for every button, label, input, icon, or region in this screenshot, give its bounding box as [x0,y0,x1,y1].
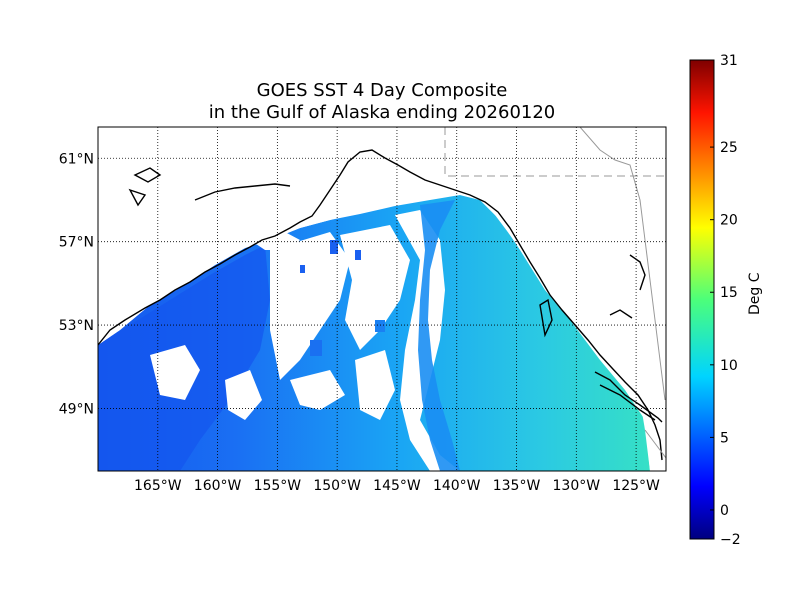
map-title-line2: in the Gulf of Alaska ending 20260120 [208,102,556,123]
lon-axis: 165°W 160°W 155°W 150°W 145°W 140°W 135°W 130°W… [134,478,660,494]
lon-tick-label: 150°W [313,478,361,494]
lon-tick-label: 130°W [553,478,601,494]
colorbar-label: Deg C [747,272,763,315]
colorbar-tick-label: 10 [720,358,738,374]
colorbar-tick-label: 25 [720,140,738,156]
lon-tick-label: 140°W [433,478,481,494]
map-frame [97,126,667,472]
colorbar-tick-label: 31 [720,53,738,69]
lon-tick-label: 160°W [194,478,242,494]
colorbar-tick-label: 20 [720,213,738,229]
sst-field [98,127,666,471]
map-title-line1: GOES SST 4 Day Composite [256,80,508,101]
colorbar-tick-label: −2 [720,532,741,548]
lat-tick-label: 49°N [59,401,94,417]
colorbar-tick-label: 15 [720,285,738,301]
colorbar [690,60,714,539]
lat-tick-label: 61°N [59,151,94,167]
lon-tick-label: 165°W [134,478,182,494]
colorbar-tick-label: 0 [720,503,729,519]
lat-tick-label: 53°N [59,318,94,334]
colorbar-tick-label: 5 [720,430,729,446]
graticule [98,127,666,471]
lon-tick-label: 135°W [493,478,541,494]
lon-tick-label: 145°W [373,478,421,494]
lon-tick-label: 155°W [254,478,302,494]
borders [444,127,666,459]
colorbar-frame [689,59,715,540]
lon-tick-label: 125°W [612,478,660,494]
lat-tick-label: 57°N [59,235,94,251]
lat-axis: 61°N 57°N 53°N 49°N [59,151,94,417]
colorbar-ticks: 31 25 20 15 10 5 0 −2 [710,53,741,548]
